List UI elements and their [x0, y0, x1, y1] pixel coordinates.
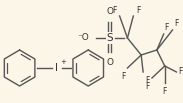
- Text: F: F: [175, 19, 179, 28]
- Text: F: F: [112, 6, 117, 15]
- Text: F: F: [178, 67, 183, 77]
- Text: F: F: [163, 87, 167, 96]
- Text: F: F: [121, 72, 126, 81]
- Text: F: F: [146, 82, 150, 91]
- Text: F: F: [165, 23, 169, 32]
- Text: O: O: [106, 7, 113, 16]
- Text: F: F: [136, 6, 141, 15]
- Text: F: F: [145, 76, 150, 85]
- Text: +: +: [60, 59, 66, 65]
- Text: O: O: [106, 58, 113, 67]
- Text: ⁻O: ⁻O: [77, 33, 89, 43]
- Text: I: I: [55, 63, 58, 73]
- Text: S: S: [107, 33, 113, 43]
